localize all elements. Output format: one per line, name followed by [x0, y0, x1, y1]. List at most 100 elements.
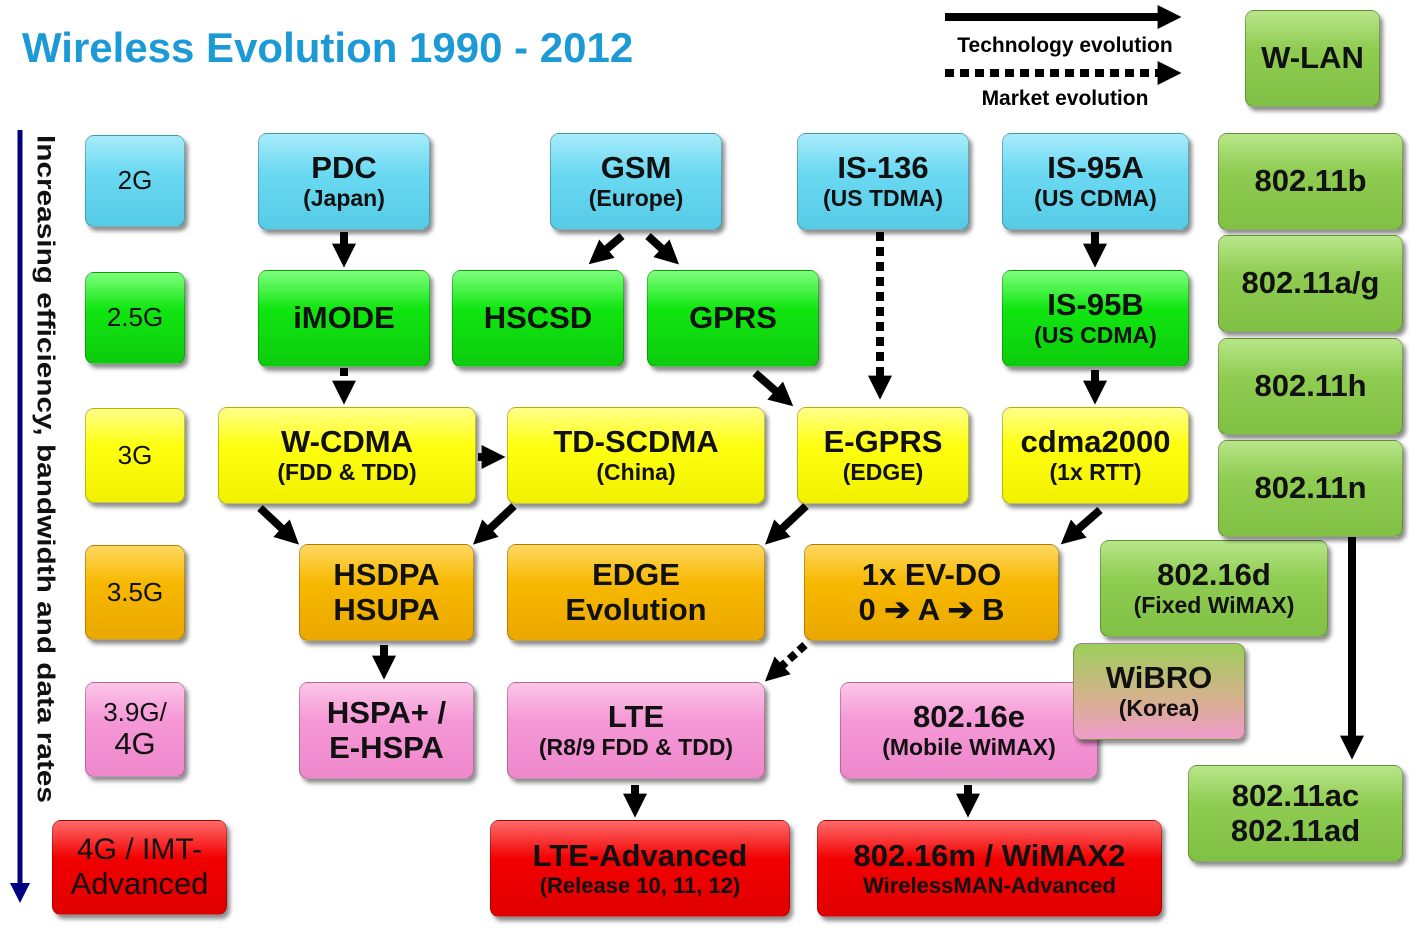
- technology-box: 802.11b: [1218, 133, 1403, 230]
- legend-label: Technology evolution: [957, 34, 1173, 57]
- arrow: [752, 369, 794, 407]
- technology-box: EDGE Evolution: [507, 544, 765, 641]
- technology-box: 802.16e (Mobile WiMAX): [840, 682, 1098, 779]
- technology-box: E-GPRS (EDGE): [797, 407, 969, 504]
- box-text: (US CDMA): [1034, 321, 1157, 348]
- arrow: [257, 505, 300, 545]
- technology-box: W-LAN: [1245, 10, 1380, 107]
- arrow-group: [257, 5, 1364, 818]
- box-text: E-GPRS: [823, 424, 943, 460]
- box-text: (Release 10, 11, 12): [539, 872, 741, 898]
- generation-box: 2G: [85, 135, 185, 227]
- box-text: 802.11ad: [1230, 812, 1361, 848]
- box-text: (US TDMA): [822, 184, 944, 211]
- box-text: IS-95B: [1047, 287, 1144, 323]
- box-text: 802.11h: [1254, 368, 1367, 404]
- box-text: Evolution: [565, 591, 707, 627]
- box-text: (Mobile WiMAX): [882, 733, 1056, 760]
- box-text: (R8/9 FDD & TDD): [538, 733, 734, 760]
- technology-box: 802.16d (Fixed WiMAX): [1100, 540, 1328, 637]
- box-text: cdma2000: [1020, 424, 1171, 460]
- box-text: TD-SCDMA: [553, 424, 719, 460]
- box-text: (Japan): [303, 184, 385, 211]
- arrow: [1060, 506, 1103, 545]
- box-text: PDC: [311, 150, 377, 186]
- technology-box: IS-95A (US CDMA): [1002, 133, 1189, 230]
- technology-box: IS-95B (US CDMA): [1002, 270, 1189, 367]
- technology-box: 802.11n: [1218, 440, 1403, 537]
- technology-box: PDC (Japan): [258, 133, 430, 230]
- box-text: W-LAN: [1261, 40, 1364, 76]
- box-text: 802.11n: [1254, 470, 1367, 506]
- technology-box: cdma2000 (1x RTT): [1002, 407, 1189, 504]
- box-text: 3G: [117, 439, 153, 470]
- arrow: [765, 503, 809, 545]
- box-text: 802.11ac: [1231, 777, 1360, 813]
- box-text: 3.5G: [106, 576, 164, 607]
- box-text: 3.9G/: [103, 696, 167, 727]
- technology-box: WiBRO (Korea): [1073, 643, 1245, 740]
- box-text: LTE-Advanced: [532, 837, 748, 873]
- legend-label: Market evolution: [981, 87, 1149, 110]
- arrow: [588, 232, 625, 265]
- box-text: WiBRO: [1105, 660, 1213, 696]
- box-text: (EDGE): [842, 458, 924, 485]
- arrow: [764, 642, 808, 682]
- technology-box: 802.11a/g: [1218, 235, 1403, 332]
- box-text: HSPA+ /: [326, 694, 447, 730]
- box-text: WirelessMAN-Advanced: [863, 872, 1116, 898]
- technology-box: 802.11h: [1218, 338, 1403, 435]
- box-text: 4G / IMT-: [76, 833, 202, 867]
- technology-box: GSM (Europe): [550, 133, 722, 230]
- generation-box: 2.5G: [85, 272, 185, 364]
- generation-box: 3.5G: [85, 545, 185, 640]
- box-text: E-HSPA: [329, 729, 444, 765]
- arrow: [473, 503, 517, 545]
- technology-box: HSDPA HSUPA: [299, 544, 474, 641]
- box-text: 802.11b: [1254, 163, 1367, 199]
- box-text: 802.16e: [912, 699, 1026, 735]
- box-text: 802.16m / WiMAX2: [853, 837, 1126, 873]
- box-text: HSDPA: [333, 556, 440, 592]
- box-text: 1x EV-DO: [861, 556, 1002, 592]
- box-text: EDGE: [592, 556, 680, 592]
- box-text: GSM: [600, 150, 672, 186]
- box-text: 802.11a/g: [1241, 265, 1380, 301]
- box-text: (FDD & TDD): [277, 458, 417, 485]
- box-text: (Europe): [588, 184, 684, 211]
- box-text: 802.16d: [1157, 557, 1271, 593]
- box-text: Advanced: [70, 865, 209, 901]
- technology-box: 802.16m / WiMAX2 WirelessMAN-Advanced: [817, 820, 1162, 917]
- box-text: HSUPA: [333, 591, 440, 627]
- box-text: (US CDMA): [1034, 184, 1157, 211]
- box-text: (1x RTT): [1049, 458, 1142, 485]
- box-text: (Korea): [1118, 694, 1200, 721]
- box-text: LTE: [607, 699, 665, 735]
- box-text: (China): [596, 458, 676, 485]
- box-text: 2.5G: [106, 302, 164, 333]
- technology-box: 1x EV-DO 0 ➔ A ➔ B: [804, 544, 1059, 641]
- technology-box: IS-136 (US TDMA): [797, 133, 969, 230]
- technology-box: W-CDMA (FDD & TDD): [218, 407, 476, 504]
- generation-box: 3G: [85, 408, 185, 503]
- technology-box: HSCSD: [452, 270, 624, 367]
- box-text: 4G: [114, 725, 156, 761]
- generation-box: 3.9G/4G: [85, 682, 185, 777]
- box-text: 2G: [117, 165, 153, 196]
- box-text: iMODE: [293, 300, 395, 336]
- technology-box: iMODE: [258, 270, 430, 367]
- box-text: IS-95A: [1047, 150, 1144, 186]
- box-text: (Fixed WiMAX): [1133, 591, 1295, 618]
- title: Wireless Evolution 1990 - 2012: [22, 24, 634, 71]
- axis-label: Increasing efficiency, bandwidth and dat…: [31, 135, 59, 803]
- technology-box: 802.11ac 802.11ad: [1188, 765, 1403, 862]
- technology-box: TD-SCDMA (China): [507, 407, 765, 504]
- generation-box: 4G / IMT- Advanced: [52, 820, 227, 915]
- technology-box: LTE-Advanced (Release 10, 11, 12): [490, 820, 790, 917]
- box-text: W-CDMA: [281, 424, 413, 460]
- box-text: GPRS: [689, 300, 777, 336]
- technology-box: GPRS: [647, 270, 819, 367]
- technology-box: HSPA+ / E-HSPA: [299, 682, 474, 779]
- box-text: 0 ➔ A ➔ B: [858, 591, 1005, 627]
